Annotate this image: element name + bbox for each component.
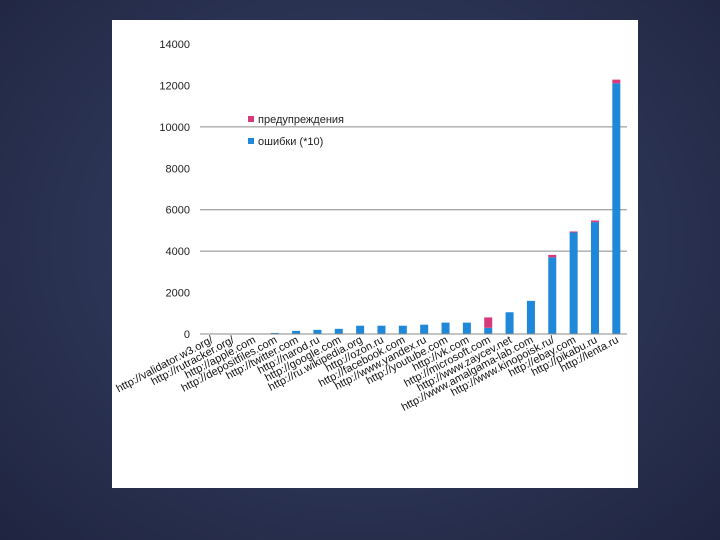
bar-errors: [612, 83, 621, 334]
bar-errors: [377, 325, 386, 334]
legend-label: ошибки (*10): [258, 136, 323, 148]
bar-errors: [505, 312, 514, 334]
chart-card: 0 2000 4000 6000 8000 10000 12000 14000 http://…: [112, 20, 638, 488]
bars: [270, 79, 621, 334]
bar-errors: [441, 322, 450, 334]
bar-errors: [484, 327, 493, 334]
y-tick-label: 2000: [166, 288, 190, 300]
y-tick-label: 12000: [159, 80, 190, 92]
bar-errors: [270, 332, 279, 334]
bar-warnings: [569, 231, 578, 233]
legend-label: предупреждения: [258, 114, 344, 126]
legend: предупреждения ошибки (*10): [248, 114, 344, 148]
bar-errors: [462, 322, 471, 334]
y-tick-label: 6000: [166, 205, 190, 217]
y-tick-label: 10000: [159, 122, 190, 134]
gridlines: [200, 126, 627, 252]
y-tick-label: 0: [184, 329, 190, 341]
y-axis-ticks: 0 2000 4000 6000 8000 10000 12000 14000: [159, 39, 190, 341]
y-tick-label: 14000: [159, 39, 190, 51]
bar-errors: [420, 324, 429, 334]
bar-errors: [398, 325, 407, 334]
bar-errors: [292, 330, 301, 334]
bar-errors: [590, 222, 599, 334]
legend-swatch: [248, 116, 254, 122]
bar-errors: [334, 328, 343, 334]
bar-chart: 0 2000 4000 6000 8000 10000 12000 14000 http://…: [114, 39, 627, 414]
x-axis-labels: http://validator.w3.org/http://rutracker…: [114, 334, 620, 414]
legend-swatch: [248, 138, 254, 144]
bar-errors: [526, 300, 535, 334]
bar-warnings: [548, 254, 557, 258]
bar-errors: [569, 232, 578, 334]
bar-warnings: [590, 220, 599, 223]
y-tick-label: 4000: [166, 246, 190, 258]
bar-errors: [313, 329, 322, 334]
y-tick-label: 8000: [166, 163, 190, 175]
bar-warnings: [612, 79, 621, 84]
bar-errors: [548, 257, 557, 334]
bar-warnings: [484, 317, 493, 328]
bar-errors: [356, 325, 365, 334]
